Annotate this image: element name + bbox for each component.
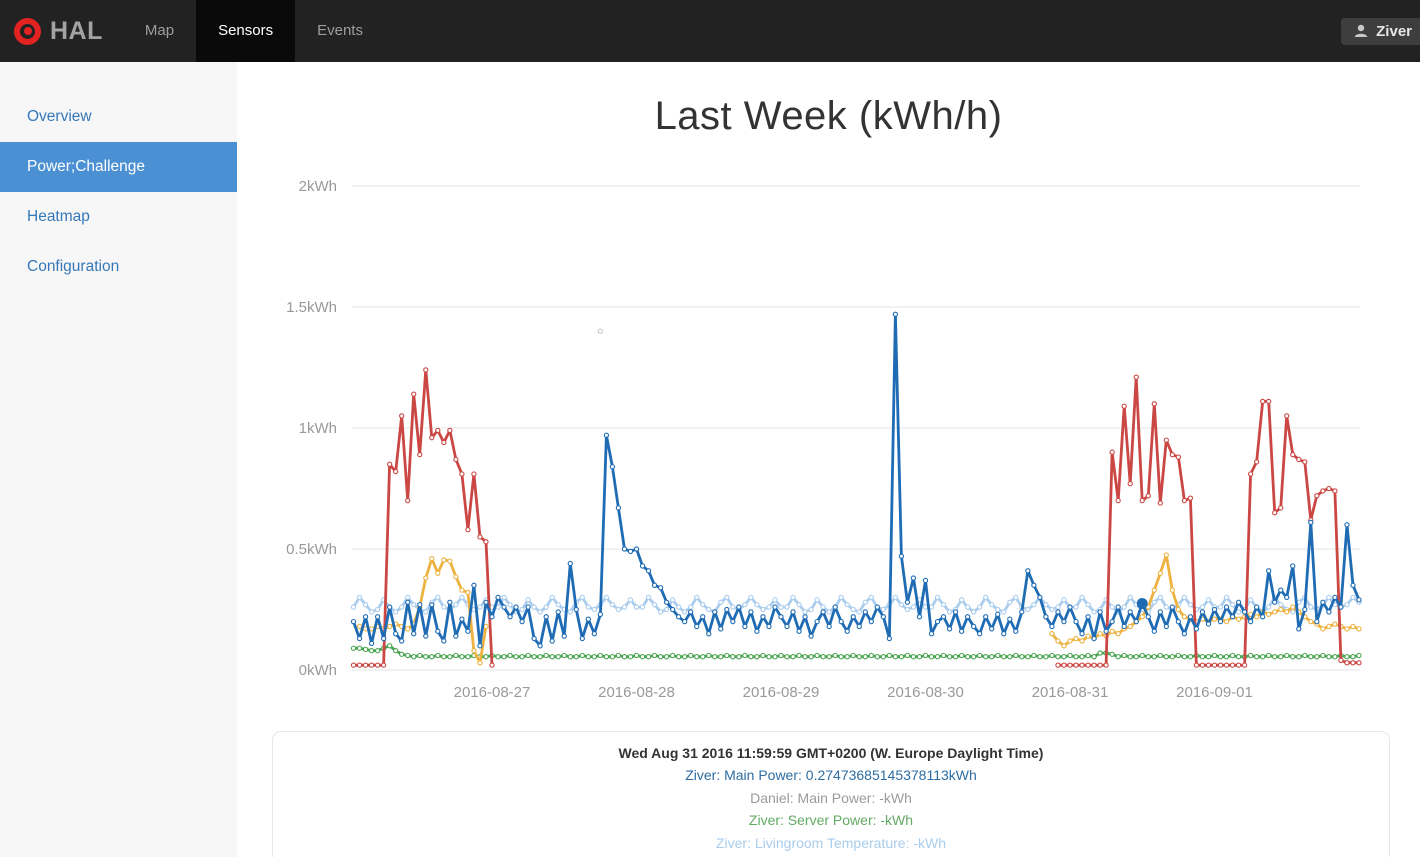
svg-text:2016-09-01: 2016-09-01 (1176, 684, 1253, 701)
brand-title: HAL (50, 16, 103, 45)
sidebar-item-overview[interactable]: Overview (27, 108, 92, 125)
navbar: HAL Map Sensors Events Ziver (0, 0, 1420, 62)
nav-item-sensors[interactable]: Sensors (196, 0, 296, 62)
svg-text:2016-08-31: 2016-08-31 (1032, 684, 1109, 701)
svg-text:2016-08-27: 2016-08-27 (454, 684, 531, 701)
svg-text:1kWh: 1kWh (299, 420, 337, 437)
svg-text:2016-08-29: 2016-08-29 (743, 684, 820, 701)
datapoint-timestamp: Wed Aug 31 2016 11:59:59 GMT+0200 (W. Eu… (618, 745, 1044, 761)
series-ziver-server-power (350, 643, 1362, 660)
datapoint-entry-ziver-main-power: Ziver: Main Power: 0.27473685145378113kW… (685, 767, 977, 783)
series-daniel-main-power (597, 328, 604, 334)
main-content: Last Week (kWh/h) 0kWh 0.5kWh 1kWh 1.5kWh 2k… (237, 62, 1420, 857)
datapoint-panel: Wed Aug 31 2016 11:59:59 GMT+0200 (W. Eu… (272, 731, 1390, 857)
series-red-series (350, 367, 1362, 668)
user-menu-button[interactable]: Ziver (1341, 17, 1420, 45)
user-icon (1354, 24, 1368, 37)
chart-title: Last Week (kWh/h) (654, 94, 1003, 138)
series-ziver-livingroom-temperature (350, 594, 1362, 615)
user-name: Ziver (1376, 22, 1412, 40)
nav-item-events[interactable]: Events (317, 22, 363, 39)
sidebar: Overview Power;Challenge Heatmap Configu… (0, 62, 237, 857)
datapoint-entry-ziver-server-power: Ziver: Server Power: -kWh (748, 812, 914, 828)
svg-text:0.5kWh: 0.5kWh (286, 541, 337, 558)
svg-text:1.5kWh: 1.5kWh (286, 299, 337, 316)
datapoint-entry-daniel-main-power: Daniel: Main Power: -kWh (750, 789, 912, 806)
svg-text:2kWh: 2kWh (299, 178, 337, 195)
series-yellow-series (356, 552, 1362, 666)
nav-item-map[interactable]: Map (144, 22, 175, 39)
datapoint-entry-ziver-livingroom-temperature: Ziver: Livingroom Temperature: -kWh (715, 834, 947, 851)
selected-datapoint (1136, 598, 1148, 610)
sidebar-item-heatmap[interactable]: Heatmap (27, 208, 90, 225)
svg-text:0kWh: 0kWh (299, 662, 337, 679)
power-week-line-chart[interactable]: 0kWh 0.5kWh 1kWh 1.5kWh 2kWh 2016-08-27 2016-0… (237, 165, 1420, 725)
svg-text:2016-08-28: 2016-08-28 (598, 684, 675, 701)
svg-text:2016-08-30: 2016-08-30 (887, 684, 964, 701)
sidebar-item-power-challenge[interactable]: Power;Challenge (0, 142, 237, 192)
series-ziver-main-power (350, 311, 1362, 649)
sidebar-item-configuration[interactable]: Configuration (27, 258, 120, 275)
hal-logo-icon (14, 17, 41, 45)
navbar-spacer (385, 0, 1341, 62)
brand[interactable]: HAL (0, 0, 123, 62)
